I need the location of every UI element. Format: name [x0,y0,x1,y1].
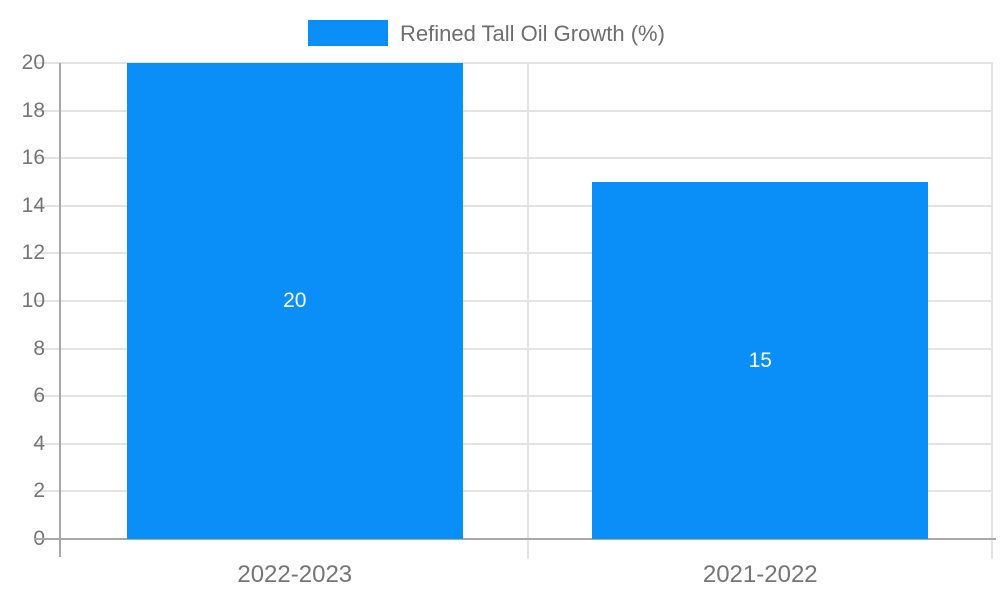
gridline [34,442,993,445]
bar-value-label: 20 [283,289,307,312]
x-axis-line [34,538,996,540]
gridline [34,252,993,255]
gridline [34,204,993,207]
x-axis-category-label: 2022-2023 [237,561,353,588]
legend-label: Refined Tall Oil Growth (%) [400,21,665,46]
legend-swatch [308,20,388,46]
y-axis-tick-label: 8 [33,336,45,360]
gridline [34,157,993,160]
gridline [34,62,993,64]
bar-2022-2023[interactable]: 20 [126,63,463,539]
y-axis-tick-label: 12 [21,241,45,265]
gridline [34,490,993,493]
gridline [34,300,993,302]
y-axis-line [59,63,61,557]
y-axis-tick-label: 10 [21,289,45,312]
y-axis-tick-label: 18 [21,98,45,122]
plot-right-border [991,63,993,559]
column-separator-line [526,63,529,559]
gridline [34,395,993,398]
y-axis-tick-label: 2 [33,479,45,503]
y-axis-tick-label: 6 [33,384,45,408]
gridline [34,109,993,112]
y-axis-tick-label: 16 [21,146,45,170]
gridline [34,347,993,350]
y-axis-tick-label: 20 [21,51,45,74]
bar-value-label: 15 [748,348,772,372]
bar-2021-2022[interactable]: 15 [592,182,929,539]
y-axis-tick-label: 4 [33,431,45,455]
y-axis-tick-label: 14 [21,193,45,217]
x-axis-category-label: 2021-2022 [702,561,818,588]
